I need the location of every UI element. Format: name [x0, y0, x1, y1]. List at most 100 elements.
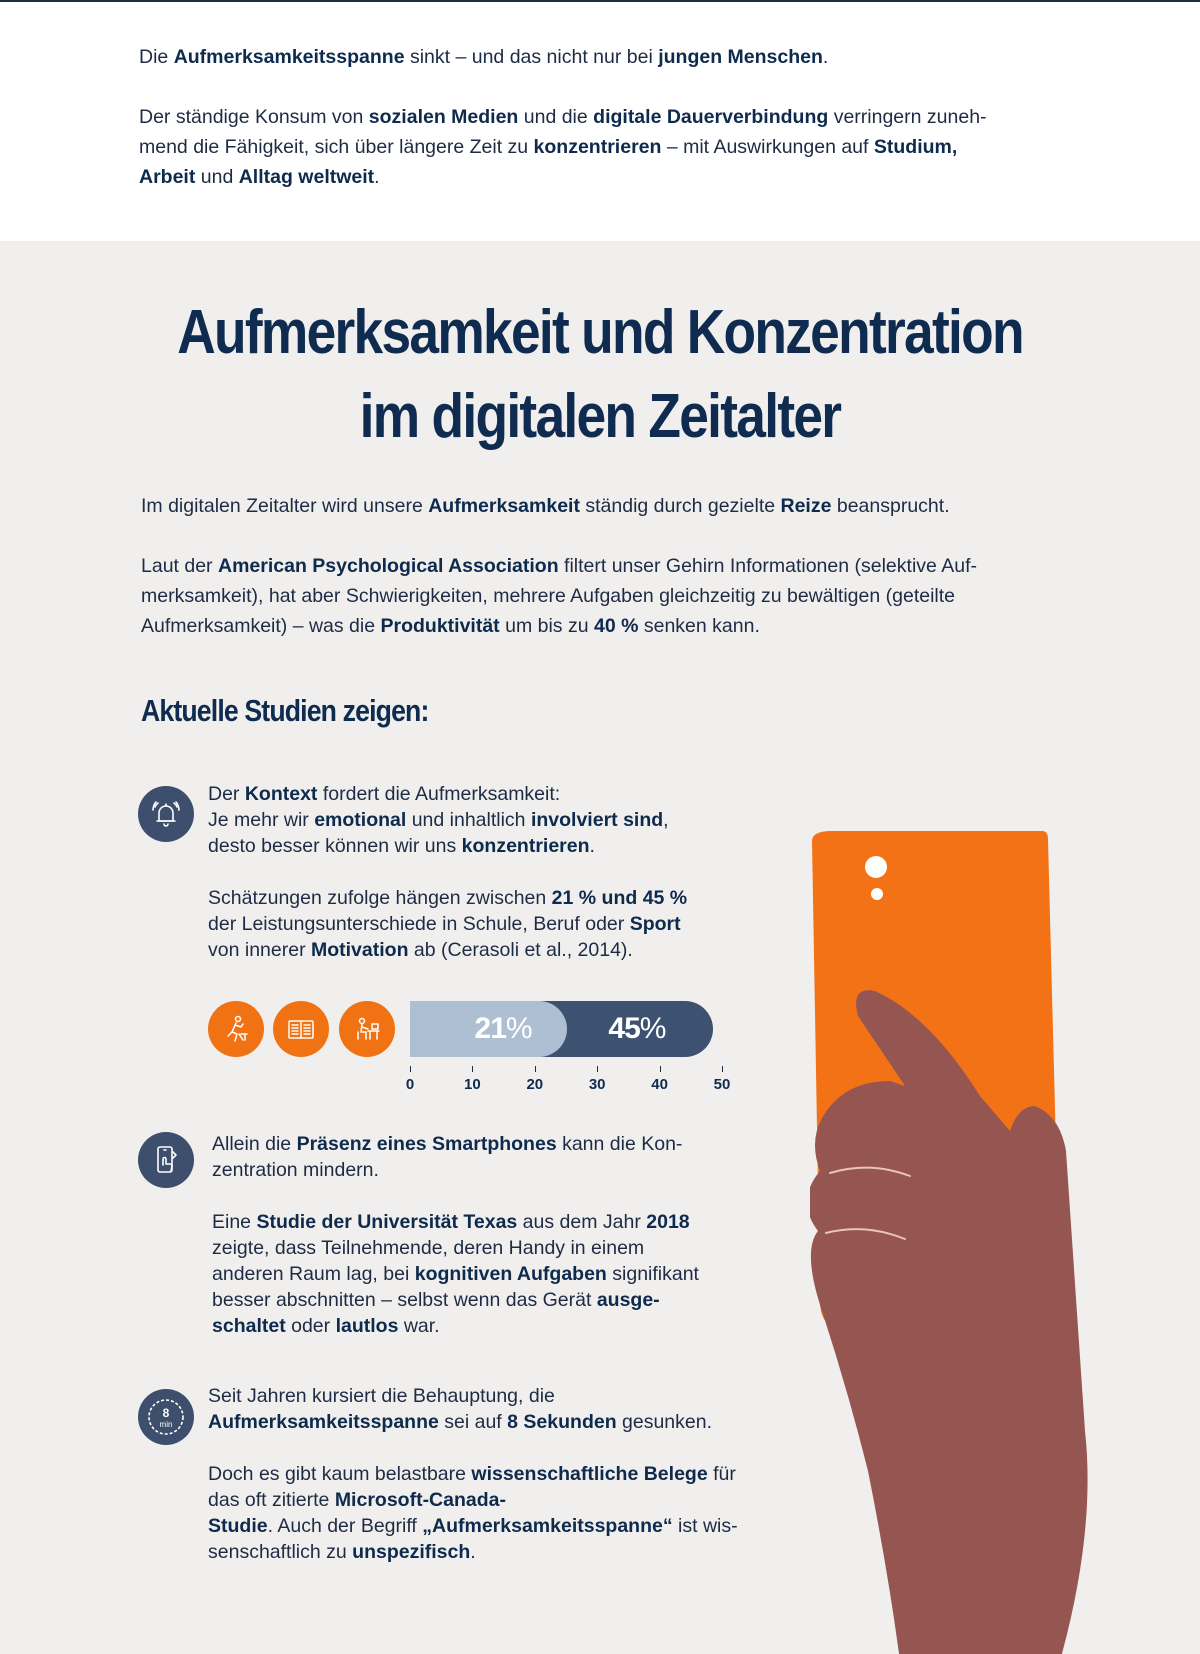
text-run: merksamkeit), hat aber Schwierigkeiten, …: [141, 585, 956, 607]
bold-text: Aufmerksamkeitsspanne: [173, 46, 405, 68]
smartphone-icon: [138, 1132, 194, 1188]
text-run: zeigte, dass Teilnehmende, deren Handy i…: [212, 1237, 645, 1259]
text-run: .: [470, 1541, 476, 1563]
body-paragraph-2: Laut der American Psychological Associat…: [141, 551, 1061, 641]
bold-text: jungen Menschen: [658, 46, 823, 68]
text-run: anderen Raum lag, bei: [212, 1263, 415, 1285]
text-run: kann die Kon-: [556, 1133, 683, 1155]
bold-text: schaltet: [212, 1315, 286, 1337]
bold-text: 40 %: [593, 615, 639, 637]
bold-text: digitale Dauerverbindung: [593, 106, 829, 128]
bold-text: Studie: [208, 1515, 268, 1537]
hand-holding-phone-illustration: [810, 831, 1088, 1654]
text-run: .: [374, 166, 380, 188]
studies-heading: Aktuelle Studien zeigen:: [141, 693, 429, 728]
text-run: sinkt – und das nicht nur bei: [404, 46, 659, 68]
text-run: Allein die: [212, 1133, 297, 1155]
text-run: war.: [398, 1315, 440, 1337]
bold-text: 21 % und 45 %: [551, 887, 688, 909]
text-run: Eine: [212, 1211, 257, 1233]
text-run: und: [195, 166, 239, 188]
text-run: Laut der: [141, 555, 218, 577]
axis-tick: [722, 1066, 723, 1072]
bell-icon: [138, 786, 194, 842]
bold-text: kognitiven Aufgaben: [414, 1263, 607, 1285]
text-run: signifikant: [606, 1263, 699, 1285]
text-run: – mit Auswirkungen auf: [661, 136, 874, 158]
text-run: mend die Fähigkeit, sich über längere Ze…: [139, 136, 534, 158]
bar-label-21: 21%: [474, 1012, 533, 1045]
bold-text: Arbeit: [139, 166, 196, 188]
bold-text: Studie der Universität Texas: [256, 1211, 518, 1233]
section-context-paragraph-1: Der Kontext fordert die Aufmerksamkeit: J…: [208, 781, 788, 859]
bold-text: emotional: [314, 809, 407, 831]
axis-tick-label: 30: [588, 1076, 606, 1093]
text-run: von innerer: [208, 939, 311, 961]
bold-text: sozialen Medien: [368, 106, 519, 128]
text-run: sei auf: [438, 1411, 508, 1433]
text-run: zentration mindern.: [212, 1159, 379, 1181]
text-run: ab (Cerasoli et al., 2014).: [408, 939, 633, 961]
bold-text: konzentrieren: [461, 835, 590, 857]
intro-block: Die Aufmerksamkeitsspanne sinkt – und da…: [139, 42, 1059, 222]
title-line-1: Aufmerksamkeit und Konzentration: [177, 298, 1024, 367]
page-title: Aufmerksamkeit und Konzentration im digi…: [84, 291, 1116, 459]
section-smartphone-paragraph-1: Allein die Präsenz eines Smartphones kan…: [212, 1131, 792, 1183]
text-run: Der ständige Konsum von: [139, 106, 369, 128]
bar-track: [410, 1001, 716, 1057]
bold-text: konzentrieren: [533, 136, 662, 158]
top-border-line: [0, 0, 1200, 2]
text-run: oder: [285, 1315, 336, 1337]
bold-text: 2018: [646, 1211, 690, 1233]
bold-text: Kontext: [244, 783, 318, 805]
bold-text: Sport: [629, 913, 681, 935]
text-run: und inhaltlich: [406, 809, 531, 831]
section-context: Der Kontext fordert die Aufmerksamkeit: J…: [208, 781, 788, 989]
bold-text: Studium,: [873, 136, 958, 158]
intro-paragraph-2: Der ständige Konsum von sozialen Medien …: [139, 102, 1059, 192]
running-icon: [208, 1001, 264, 1057]
text-run: senken kann.: [638, 615, 760, 637]
axis-tick-label: 40: [651, 1076, 668, 1093]
text-run: Doch es gibt kaum belastbare: [208, 1463, 472, 1485]
axis-tick-label: 50: [713, 1076, 731, 1093]
bold-text: Präsenz eines Smartphones: [296, 1133, 557, 1155]
motivation-bar-chart: 21% 45%: [410, 1001, 716, 1057]
bold-text: involviert sind: [530, 809, 664, 831]
clock-icon: 8 min: [138, 1389, 194, 1445]
bold-text: ausge-: [596, 1289, 660, 1311]
hand-icon: [810, 990, 1088, 1654]
section-context-paragraph-2: Schätzungen zufolge hängen zwischen 21 %…: [208, 885, 788, 963]
bold-text: lautlos: [335, 1315, 399, 1337]
text-run: senschaftlich zu: [208, 1541, 353, 1563]
text-run: Die: [139, 46, 174, 68]
book-icon: [273, 1001, 329, 1057]
axis-tick: [410, 1066, 411, 1072]
clock-unit: min: [160, 1420, 173, 1429]
bold-text: wissenschaftliche Belege: [471, 1463, 708, 1485]
text-run: beansprucht.: [831, 495, 950, 517]
text-run: verringern zuneh-: [828, 106, 987, 128]
text-run: filtert unser Gehirn Informationen (sele…: [558, 555, 977, 577]
desk-icon: [339, 1001, 395, 1057]
intro-paragraph-1: Die Aufmerksamkeitsspanne sinkt – und da…: [139, 42, 1059, 72]
body-paragraph-1: Im digitalen Zeitalter wird unsere Aufme…: [141, 491, 1061, 521]
text-run: ständig durch gezielte: [579, 495, 781, 517]
text-run: besser abschnitten – selbst wenn das Ger…: [212, 1289, 597, 1311]
text-run: und die: [518, 106, 594, 128]
clock-number: 8: [163, 1406, 170, 1420]
section-attention-span-paragraph-2: Doch es gibt kaum belastbare wissenschaf…: [208, 1461, 788, 1565]
text-run: Aufmerksamkeit) – was die: [141, 615, 381, 637]
text-run: ist wis-: [672, 1515, 738, 1537]
text-run: fordert die Aufmerksamkeit:: [317, 783, 561, 805]
bold-text: Microsoft-Canada-: [334, 1489, 506, 1511]
bar-label-45: 45%: [608, 1012, 666, 1045]
bold-text: Produktivität: [380, 615, 500, 637]
text-run: der Leistungsunterschiede in Schule, Ber…: [208, 913, 630, 935]
body-block: Im digitalen Zeitalter wird unsere Aufme…: [141, 491, 1061, 671]
axis-tick: [659, 1066, 661, 1072]
text-run: um bis zu: [499, 615, 594, 637]
text-run: das oft zitierte: [208, 1489, 335, 1511]
bold-text: „Aufmerksamkeitsspanne“: [422, 1515, 673, 1537]
bar-21: [410, 1001, 567, 1057]
